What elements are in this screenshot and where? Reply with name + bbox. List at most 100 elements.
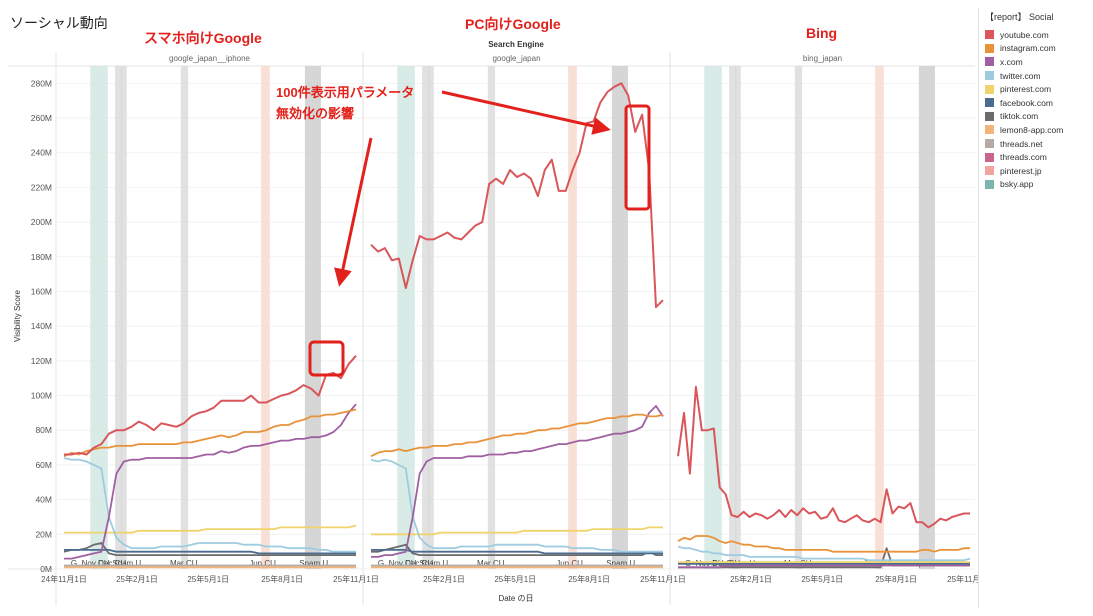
event-band-label: Spam U [112,559,141,568]
legend-item[interactable]: threads.net [985,137,1093,151]
y-tick-label: 100M [31,391,52,401]
event-band-label: Dec CU [405,559,433,568]
page-title: ソーシャル動向 [10,15,108,31]
y-tick-label: 280M [31,78,52,88]
legend-item[interactable]: tiktok.com [985,110,1093,124]
legend-swatch [985,166,994,176]
event-band [704,66,722,569]
legend-label: instagram.com [1000,43,1056,54]
event-band-label: Jun CU [556,559,583,568]
legend-swatch [985,30,994,40]
legend-swatch [985,71,994,81]
legend-item[interactable]: threads.com [985,150,1093,164]
event-band-label: Jun CU [249,559,276,568]
x-tick-label: 25年8月1日 [568,574,610,584]
event-band-label: G_Nov CU [71,559,110,568]
arrow-to-pc [441,90,611,135]
legend-item[interactable]: pinterest.jp [985,164,1093,178]
x-tick-label: 25年11月1日 [640,574,686,584]
x-tick-label: 25年8月1日 [875,574,917,584]
x-tick-label: 25年5月1日 [187,574,229,584]
legend-list: youtube.com instagram.com x.com twitter.com… [985,28,1093,191]
event-band-label: Mar CU [477,559,505,568]
legend-label: threads.com [1000,152,1047,163]
mobile-google-title: スマホ向けGoogle [144,30,262,46]
legend-item[interactable]: pinterest.com [985,82,1093,96]
y-tick-label: 60M [35,460,52,470]
legend-label: tiktok.com [1000,111,1039,122]
event-band-label: Spam U [606,559,635,568]
event-band [397,66,415,569]
event-band-label: Spam U [299,559,328,568]
series-line-tiktok-com [63,542,356,556]
series-line-instagram-com [677,535,970,553]
annotation-note: 100件表示用パラメータ 無効化の影響 [276,85,415,121]
event-band [180,66,189,569]
bing-title: Bing [806,25,838,41]
legend-swatch [985,111,994,121]
x-tick-label: 25年8月1日 [261,574,303,584]
legend-item[interactable]: instagram.com [985,42,1093,56]
event-band [611,66,628,569]
event-band [261,66,270,569]
highlight-box-mobile [308,340,345,377]
legend-swatch [985,139,994,149]
event-band [729,66,737,569]
event-band [120,66,127,569]
legend-item[interactable]: x.com [985,55,1093,69]
series-line-youtube-com [64,355,357,456]
legend-item[interactable]: facebook.com [985,96,1093,110]
legend-label: threads.net [1000,138,1043,149]
series-line-pinterest-com [371,526,663,536]
y-tick-label: 0M [40,564,52,574]
legend-item[interactable]: youtube.com [985,28,1093,42]
legend-label: twitter.com [1000,70,1041,81]
legend-label: x.com [1000,56,1023,67]
legend-label: pinterest.jp [1000,165,1042,176]
y-tick-label: 180M [31,252,52,262]
series-line-instagram-com [63,408,357,458]
x-tick-label: 25年11月1日 [947,574,978,584]
pc-google-title: PC向けGoogle [465,16,561,32]
legend-label: lemon8-app.com [1000,124,1064,135]
series-line-x-com [678,564,970,569]
series-line-facebook-com [64,549,356,555]
series-line-pinterest-com [64,524,357,534]
y-tick-label: 160M [31,286,52,296]
event-band [918,66,935,569]
series-line-x-com [64,403,357,560]
event-band [90,66,108,569]
legend-label: youtube.com [1000,29,1049,40]
event-band [422,66,430,569]
event-band [304,66,321,569]
y-tick-label: 260M [31,113,52,123]
legend-swatch [985,98,994,108]
series-line-youtube-com [677,385,970,529]
x-tick-label: 25年2月1日 [730,574,772,584]
event-band [115,66,123,569]
series-line-twitter-com [370,458,663,553]
series-line-twitter-com [677,545,971,562]
event-band [734,66,741,569]
arrow-to-mobile [334,137,373,287]
panel-header: google_japan__iphone [169,54,251,63]
series-line-youtube-com [370,82,664,309]
y-tick-label: 120M [31,356,52,366]
legend-swatch [985,84,994,94]
y-tick-label: 200M [31,217,52,227]
highlight-box-pc [624,104,651,211]
x-tick-label: 25年5月1日 [494,574,536,584]
legend-item[interactable]: bsky.app [985,178,1093,192]
y-tick-label: 220M [31,182,52,192]
x-tick-label: 24年11月1日 [41,574,87,584]
series-line-facebook-com [371,549,663,555]
series-line-tiktok-com [371,543,663,556]
y-tick-label: 80M [35,425,52,435]
y-tick-label: 140M [31,321,52,331]
event-band-label: Spam U [419,559,448,568]
event-band-label: Dec CU [98,559,126,568]
legend-item[interactable]: twitter.com [985,69,1093,83]
legend-swatch [985,179,994,189]
legend-item[interactable]: lemon8-app.com [985,123,1093,137]
x-tick-label: 25年11月1日 [333,574,379,584]
